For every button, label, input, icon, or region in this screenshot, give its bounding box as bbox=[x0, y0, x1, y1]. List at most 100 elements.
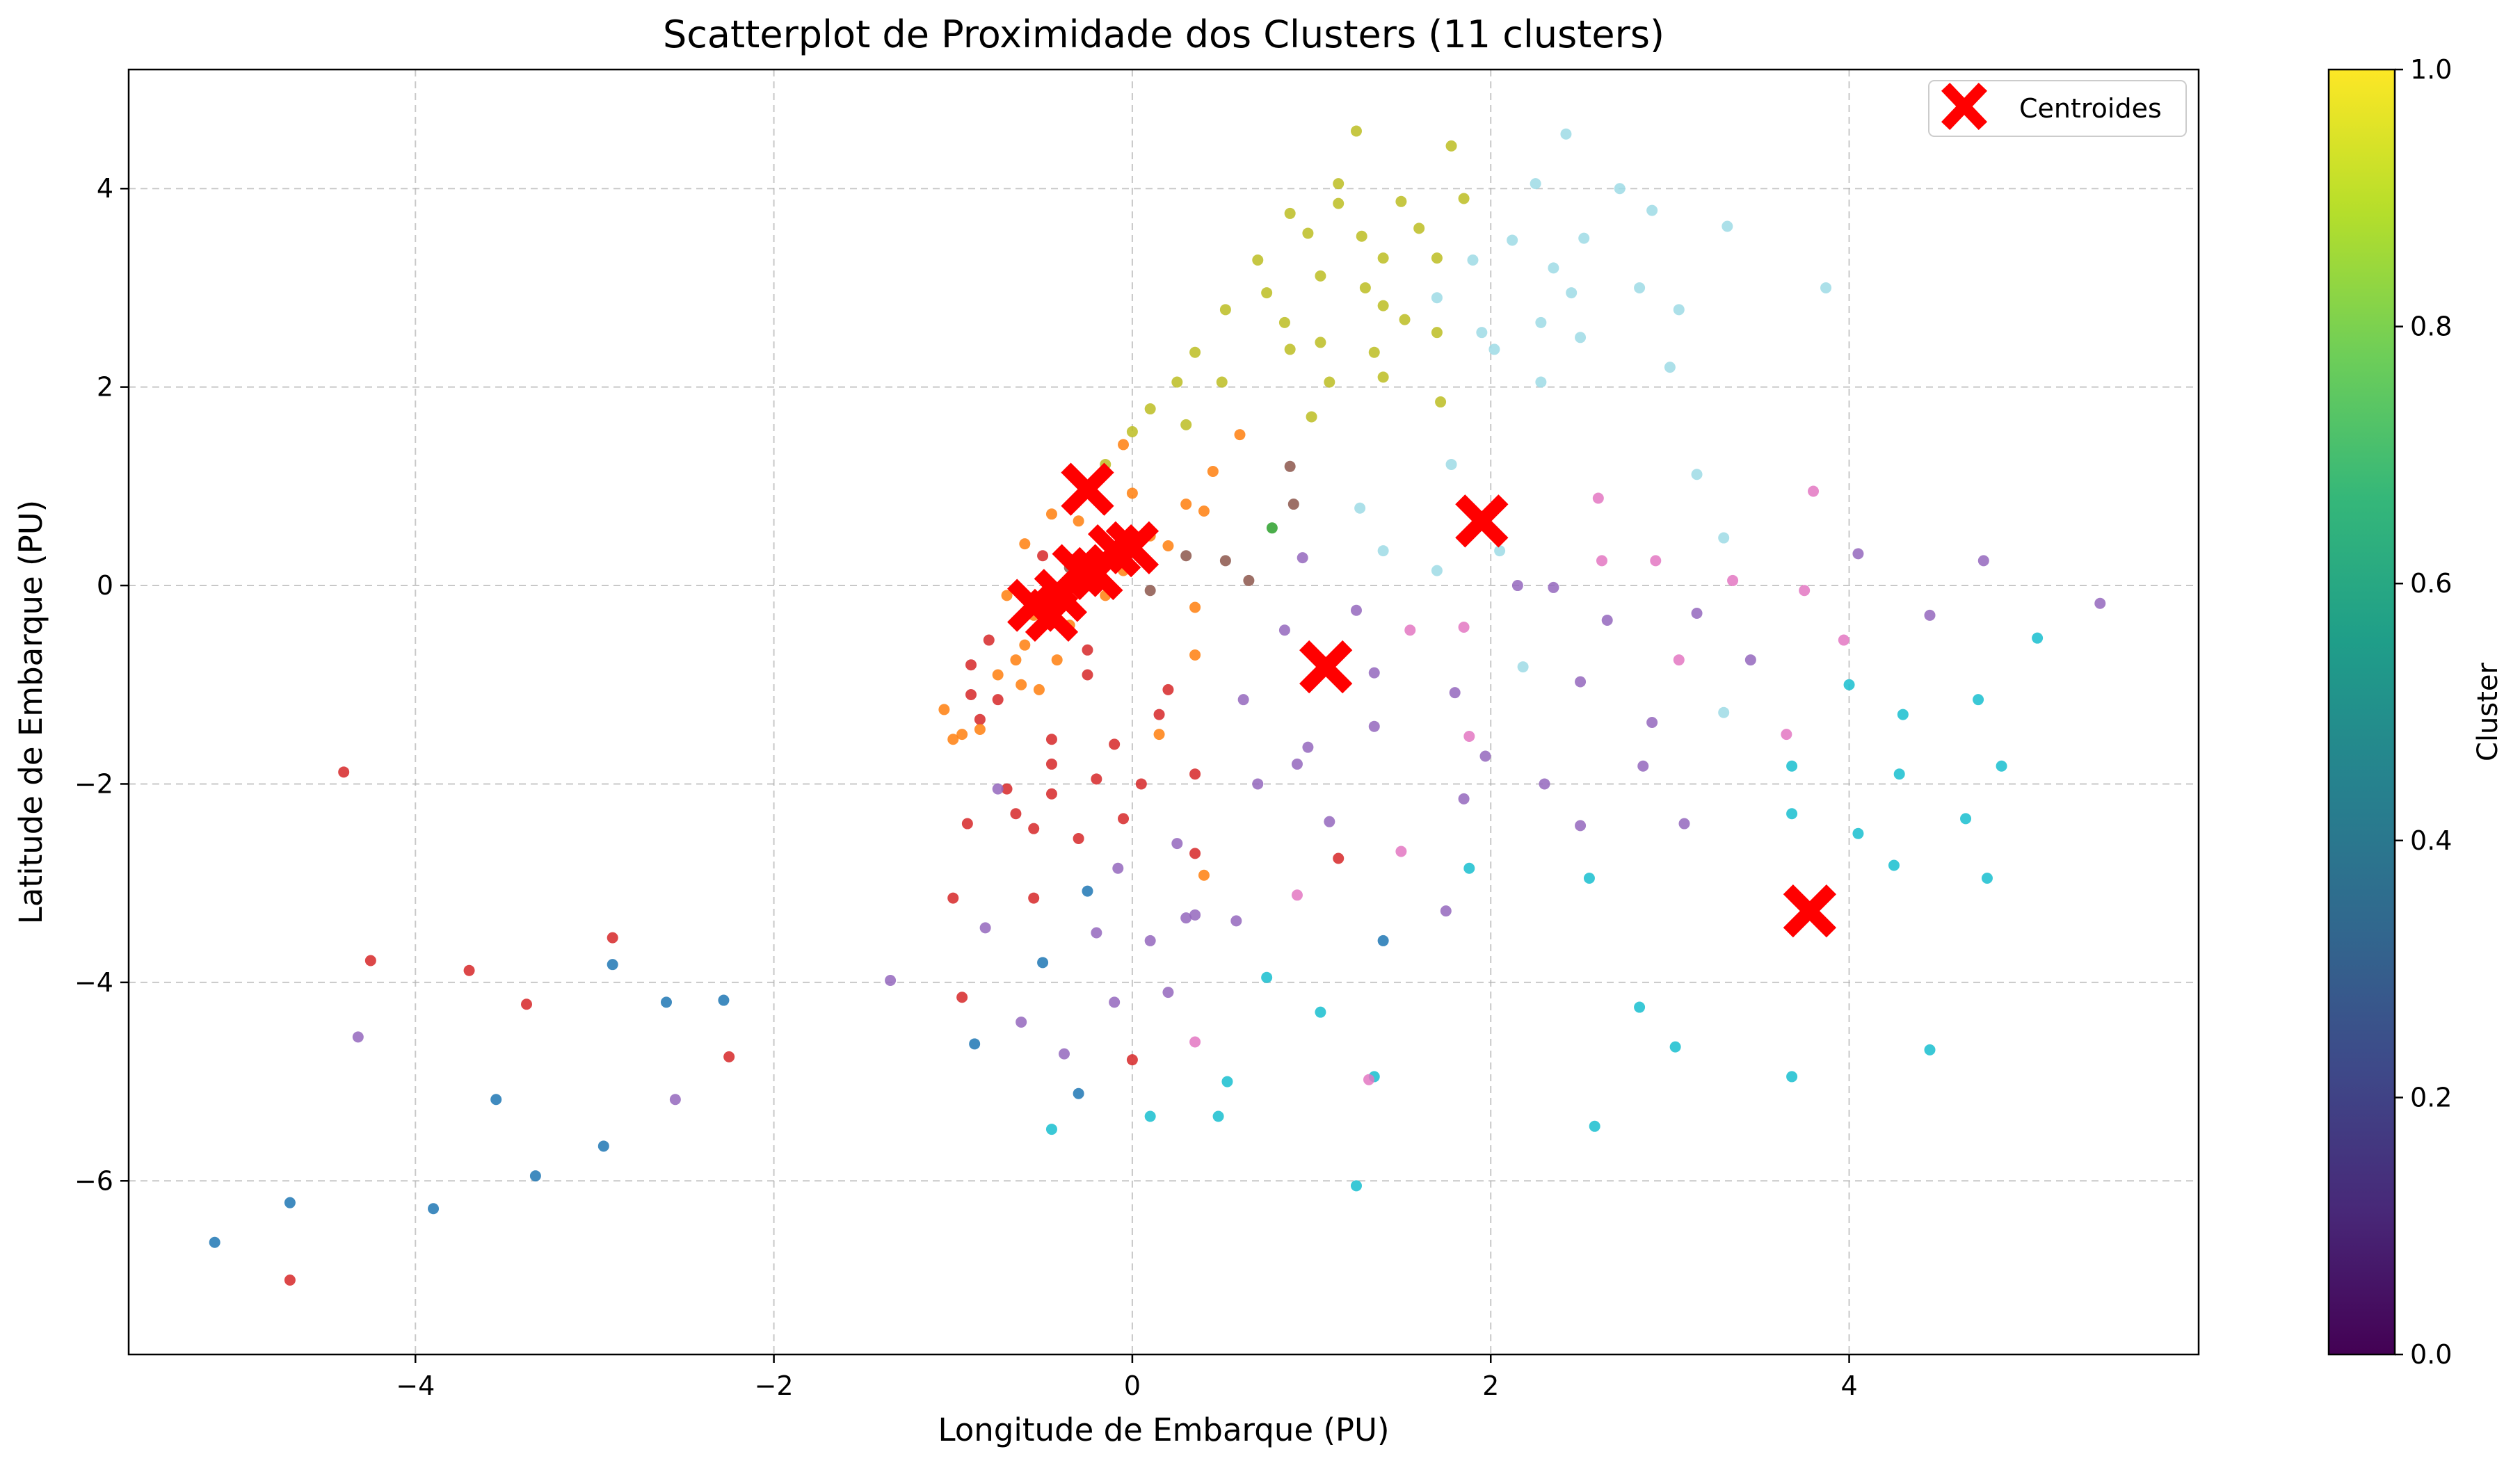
x-tick-label: 2 bbox=[1482, 1370, 1499, 1401]
data-point bbox=[1404, 624, 1416, 636]
data-point bbox=[669, 1094, 681, 1106]
data-point bbox=[1252, 254, 1264, 266]
data-point bbox=[723, 1051, 735, 1062]
data-point bbox=[1363, 1074, 1375, 1085]
plot-area: −4 −2 0 2 4 −6 −4 −2 0 2 4 bbox=[74, 68, 2200, 1401]
data-point bbox=[1488, 343, 1500, 355]
data-point bbox=[1315, 270, 1326, 282]
data-point bbox=[1082, 885, 1093, 897]
data-point bbox=[1548, 581, 1559, 593]
data-point bbox=[1973, 694, 1984, 706]
data-point bbox=[521, 998, 533, 1010]
data-point bbox=[1261, 971, 1273, 983]
data-point bbox=[1162, 540, 1174, 551]
colorbar-tick-label: 0.8 bbox=[2410, 312, 2452, 342]
data-point bbox=[1435, 396, 1447, 408]
data-point bbox=[1368, 667, 1380, 679]
x-tick-label: −4 bbox=[396, 1370, 435, 1401]
colorbar-tick-label: 0.0 bbox=[2410, 1339, 2452, 1370]
centroid-marker bbox=[1105, 521, 1159, 574]
data-point bbox=[1234, 429, 1246, 441]
x-axis-ticks: −4 −2 0 2 4 bbox=[396, 1354, 1858, 1401]
y-axis-ticks: −6 −4 −2 0 2 4 bbox=[74, 173, 129, 1196]
colorbar-ticks: 0.0 0.2 0.4 0.6 0.8 1.0 bbox=[2395, 54, 2452, 1370]
data-point bbox=[1001, 783, 1013, 795]
data-point bbox=[1924, 609, 1936, 621]
data-point bbox=[1535, 376, 1547, 388]
data-point bbox=[1180, 419, 1192, 430]
data-point bbox=[1180, 912, 1192, 924]
colorbar: 0.0 0.2 0.4 0.6 0.8 1.0 Cluster bbox=[2327, 54, 2504, 1370]
centroid-marker bbox=[1455, 494, 1509, 548]
data-point bbox=[947, 734, 959, 745]
data-point bbox=[1691, 469, 1703, 480]
x-tick-label: 0 bbox=[1124, 1370, 1141, 1401]
data-point bbox=[1583, 873, 1595, 884]
data-point bbox=[1678, 818, 1690, 830]
data-point bbox=[1431, 292, 1443, 304]
data-point bbox=[607, 959, 618, 971]
data-point bbox=[1180, 499, 1192, 510]
data-point bbox=[1535, 316, 1547, 328]
data-point bbox=[1377, 252, 1389, 264]
data-point bbox=[1221, 1076, 1233, 1087]
data-point bbox=[1073, 832, 1084, 844]
data-point bbox=[1333, 852, 1345, 864]
data-point bbox=[1144, 935, 1156, 946]
data-point bbox=[1306, 411, 1317, 423]
data-point bbox=[1189, 909, 1201, 921]
colorbar-tick-label: 0.6 bbox=[2410, 568, 2452, 599]
data-point bbox=[1463, 730, 1475, 742]
data-point bbox=[1601, 615, 1613, 626]
colorbar-tick-label: 1.0 bbox=[2410, 54, 2452, 85]
data-point bbox=[1171, 376, 1183, 388]
data-point bbox=[1091, 927, 1102, 939]
data-point bbox=[597, 1140, 609, 1152]
data-point bbox=[1566, 287, 1578, 299]
y-axis-label: Latitude de Embarque (PU) bbox=[13, 500, 49, 924]
data-point bbox=[1511, 580, 1523, 592]
data-point bbox=[1431, 252, 1443, 264]
data-point bbox=[1287, 499, 1299, 510]
data-point bbox=[1189, 346, 1201, 358]
data-point bbox=[1399, 314, 1411, 325]
data-point bbox=[1673, 304, 1685, 316]
data-point bbox=[1354, 502, 1366, 514]
data-point bbox=[1808, 485, 1820, 497]
data-point bbox=[1198, 506, 1210, 517]
data-point bbox=[974, 723, 986, 735]
data-point bbox=[1051, 654, 1063, 666]
data-point bbox=[1189, 768, 1201, 780]
data-point bbox=[1252, 778, 1264, 790]
data-point bbox=[1395, 195, 1407, 207]
data-point bbox=[1852, 548, 1864, 560]
data-point bbox=[1691, 608, 1703, 620]
data-point bbox=[1575, 676, 1587, 688]
data-point bbox=[1431, 565, 1443, 576]
data-point bbox=[1377, 935, 1389, 946]
data-point bbox=[1189, 601, 1201, 613]
data-point bbox=[965, 659, 977, 671]
data-point bbox=[1291, 889, 1303, 901]
data-point bbox=[1377, 300, 1389, 312]
data-point bbox=[1799, 585, 1811, 597]
data-point bbox=[1578, 232, 1590, 244]
legend-label-centroides: Centroides bbox=[2019, 93, 2162, 124]
data-point bbox=[1368, 346, 1380, 358]
y-tick-label: 2 bbox=[97, 372, 113, 403]
data-point bbox=[1479, 750, 1491, 762]
data-point bbox=[1377, 371, 1389, 383]
data-point bbox=[1517, 661, 1529, 673]
y-tick-label: 0 bbox=[97, 570, 113, 601]
data-point bbox=[1646, 204, 1658, 216]
data-point bbox=[1126, 487, 1138, 499]
data-point bbox=[1045, 1124, 1057, 1135]
data-point bbox=[965, 689, 977, 701]
data-point bbox=[1924, 1044, 1936, 1056]
data-point bbox=[1781, 729, 1792, 741]
data-point bbox=[364, 955, 376, 966]
data-point bbox=[1893, 768, 1905, 780]
data-point bbox=[1189, 848, 1201, 859]
data-point bbox=[1548, 262, 1559, 274]
data-point bbox=[1266, 522, 1278, 534]
